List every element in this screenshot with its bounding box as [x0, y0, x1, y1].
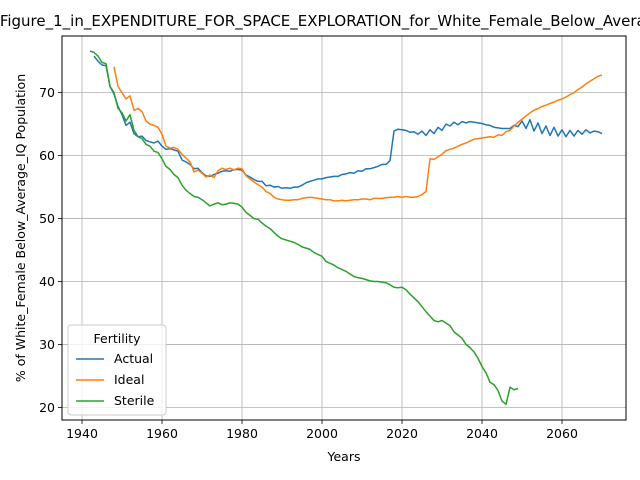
- series-line-actual: [93, 55, 603, 190]
- tick-layer: 1940 1960 1980 2000 2020 2040 2060 20 30 40 50 60 70: [39, 85, 578, 441]
- x-tick-label: 1960: [146, 426, 178, 441]
- legend-title: Fertility: [94, 331, 142, 346]
- y-tick-label: 60: [39, 148, 55, 163]
- grid-layer: [62, 36, 626, 420]
- plot-frame: [61, 35, 627, 421]
- y-tick-label: 50: [39, 211, 55, 226]
- legend-box: [67, 324, 167, 416]
- x-tick-label: 2000: [306, 426, 338, 441]
- legend-label-ideal: Ideal: [114, 372, 144, 387]
- legend: Fertility Actual Ideal Sterile: [67, 324, 167, 416]
- series-line-ideal: [113, 66, 603, 202]
- chart-title: Figure_1_in_EXPENDITURE_FOR_SPACE_EXPLOR…: [0, 12, 640, 31]
- series-line-sterile: [89, 50, 519, 406]
- x-tick-label: 1940: [66, 426, 98, 441]
- y-tick-label: 40: [39, 274, 55, 289]
- legend-label-actual: Actual: [114, 351, 153, 366]
- x-tick-label: 1980: [226, 426, 258, 441]
- x-tick-label: 2060: [546, 426, 578, 441]
- y-tick-label: 20: [39, 400, 55, 415]
- y-tick-label: 30: [39, 337, 55, 352]
- legend-items: Actual Ideal Sterile: [76, 351, 155, 408]
- x-axis-label: Years: [327, 449, 361, 464]
- y-tick-label: 70: [39, 85, 55, 100]
- x-tick-label: 2040: [466, 426, 498, 441]
- x-tick-label: 2020: [386, 426, 418, 441]
- y-axis-label: % of White_Female Below_Average_IQ Popul…: [13, 74, 28, 382]
- series-layer: [89, 50, 603, 406]
- legend-label-sterile: Sterile: [114, 393, 155, 408]
